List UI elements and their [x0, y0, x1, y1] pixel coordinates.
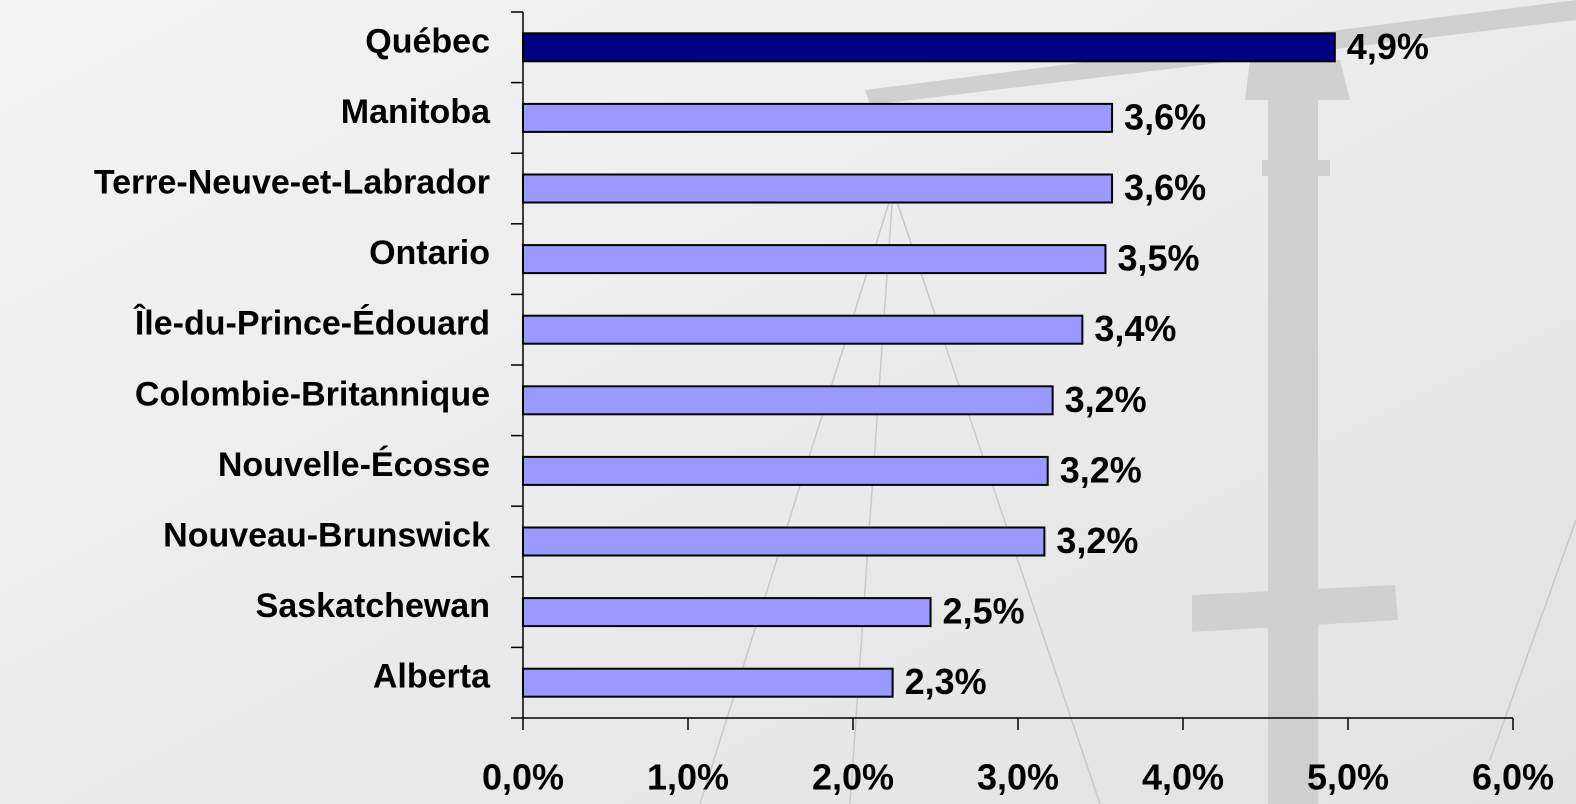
value-label: 2,5%	[943, 591, 1025, 632]
category-label: Québec	[365, 22, 490, 60]
x-tick-label: 5,0%	[1307, 757, 1389, 798]
category-label: Saskatchewan	[256, 587, 490, 625]
category-label: Nouvelle-Écosse	[218, 446, 490, 484]
value-label: 3,6%	[1124, 96, 1206, 137]
category-label: Alberta	[373, 658, 491, 696]
category-label: Manitoba	[341, 93, 491, 131]
bar	[523, 598, 931, 626]
bar	[523, 175, 1112, 203]
chart: 0,0% 1,0% 2,0% 3,0% 4,0% 5,0% 6,0% Québec 4,9% Ma…	[0, 0, 1576, 804]
bar	[523, 316, 1082, 344]
bar	[523, 457, 1048, 485]
x-tick-label: 0,0%	[482, 757, 564, 798]
category-label: Colombie-Britannique	[135, 375, 490, 413]
x-tick-label: 6,0%	[1472, 757, 1554, 798]
bar	[523, 104, 1112, 132]
value-label: 4,9%	[1347, 26, 1429, 67]
x-tick-label: 3,0%	[977, 757, 1059, 798]
value-label: 3,2%	[1065, 379, 1147, 420]
x-tick-label: 4,0%	[1142, 757, 1224, 798]
value-label: 3,6%	[1124, 167, 1206, 208]
category-label: Ontario	[369, 234, 490, 272]
value-label: 3,5%	[1117, 238, 1199, 279]
x-tick-label: 2,0%	[812, 757, 894, 798]
value-label: 3,2%	[1056, 520, 1138, 561]
value-label: 3,2%	[1060, 449, 1142, 490]
bar	[523, 33, 1335, 61]
category-label: Terre-Neuve-et-Labrador	[94, 163, 490, 201]
value-label: 2,3%	[905, 661, 987, 702]
category-label: Île-du-Prince-Édouard	[133, 305, 490, 343]
bar	[523, 528, 1044, 556]
category-label: Nouveau-Brunswick	[163, 516, 490, 554]
bar	[523, 245, 1105, 273]
x-tick-label: 1,0%	[647, 757, 729, 798]
value-label: 3,4%	[1094, 308, 1176, 349]
bar	[523, 669, 893, 697]
bar	[523, 386, 1053, 414]
